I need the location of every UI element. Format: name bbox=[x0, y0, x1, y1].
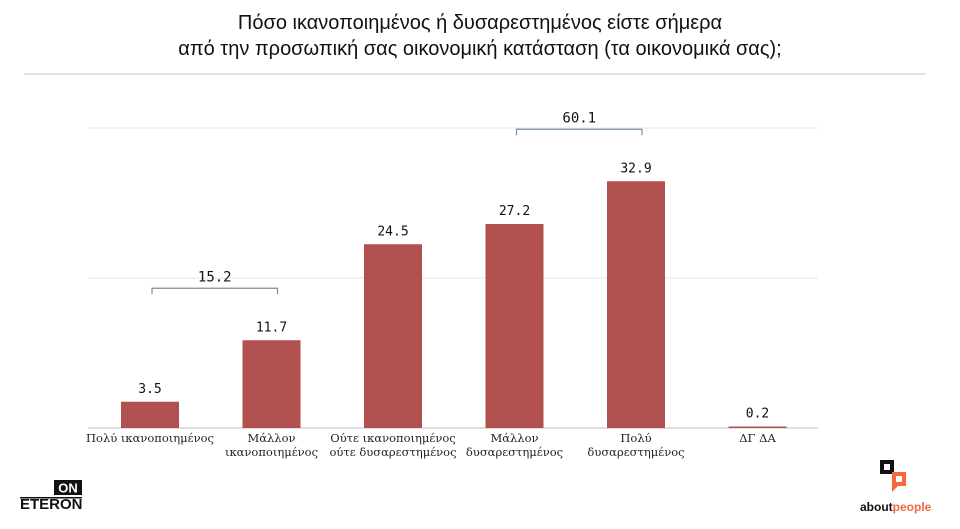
gridlines bbox=[88, 127, 818, 429]
logo-left-line-1: ON bbox=[58, 481, 78, 496]
data-label: 11.7 bbox=[256, 320, 287, 335]
wordmark-about: about bbox=[860, 500, 893, 514]
aboutpeople-wordmark: aboutpeople bbox=[860, 500, 931, 514]
logo-left-line-2: ETERON bbox=[20, 496, 82, 512]
chart-title-line-1: Πόσο ικανοποιημένος ή δυσαρεστημένος είσ… bbox=[237, 12, 723, 34]
chart-title: Πόσο ικανοποιημένος ή δυσαρεστημένος είσ… bbox=[0, 10, 960, 62]
bar bbox=[485, 224, 544, 428]
data-label: 27.2 bbox=[499, 204, 530, 219]
category-label: Μάλλον bbox=[247, 431, 295, 445]
category-label: ΔΓ ΔΑ bbox=[739, 431, 776, 445]
title-divider bbox=[24, 73, 926, 75]
bar bbox=[242, 340, 301, 428]
bar bbox=[364, 244, 422, 428]
data-label: 32.9 bbox=[620, 161, 651, 176]
category-label: Μάλλον bbox=[490, 431, 538, 445]
category-label: δυσαρεστημένος bbox=[466, 445, 563, 459]
bracket-line bbox=[151, 287, 279, 295]
data-label: 3.5 bbox=[138, 382, 161, 397]
sum-brackets: 15.2 60.1 bbox=[151, 110, 643, 295]
bar bbox=[607, 181, 665, 428]
data-label: 24.5 bbox=[377, 224, 408, 239]
value-labels: 3.5 11.7 24.5 27.2 32.9 0.2 bbox=[138, 161, 769, 421]
category-label: Ούτε ικανοποιημένος bbox=[330, 431, 455, 445]
on-eteron-logo: ON ETERON bbox=[20, 480, 82, 512]
category-label: ικανοποιημένος bbox=[225, 445, 318, 459]
wordmark-people: people bbox=[892, 500, 932, 514]
category-labels: Πολύ ικανοποιημένος ΜάλλονικανοποιημένοςΟ… bbox=[86, 431, 776, 459]
category-label: Πολύ ικανοποιημένος bbox=[86, 431, 214, 445]
bracket-label: 60.1 bbox=[562, 110, 596, 126]
bracket-label: 15.2 bbox=[198, 269, 232, 285]
data-label: 0.2 bbox=[746, 407, 769, 422]
category-label: Πολύ bbox=[620, 431, 651, 445]
category-label: ούτε δυσαρεστημένος bbox=[329, 445, 456, 459]
aboutpeople-logo bbox=[880, 460, 906, 492]
bar bbox=[121, 401, 179, 428]
chart-title-line-2: από την προσωπική σας οικονομική κατάστα… bbox=[178, 38, 782, 60]
category-label: δυσαρεστημένος bbox=[587, 445, 684, 459]
bar bbox=[728, 426, 787, 428]
bars bbox=[121, 181, 787, 428]
bracket-line bbox=[515, 128, 643, 136]
